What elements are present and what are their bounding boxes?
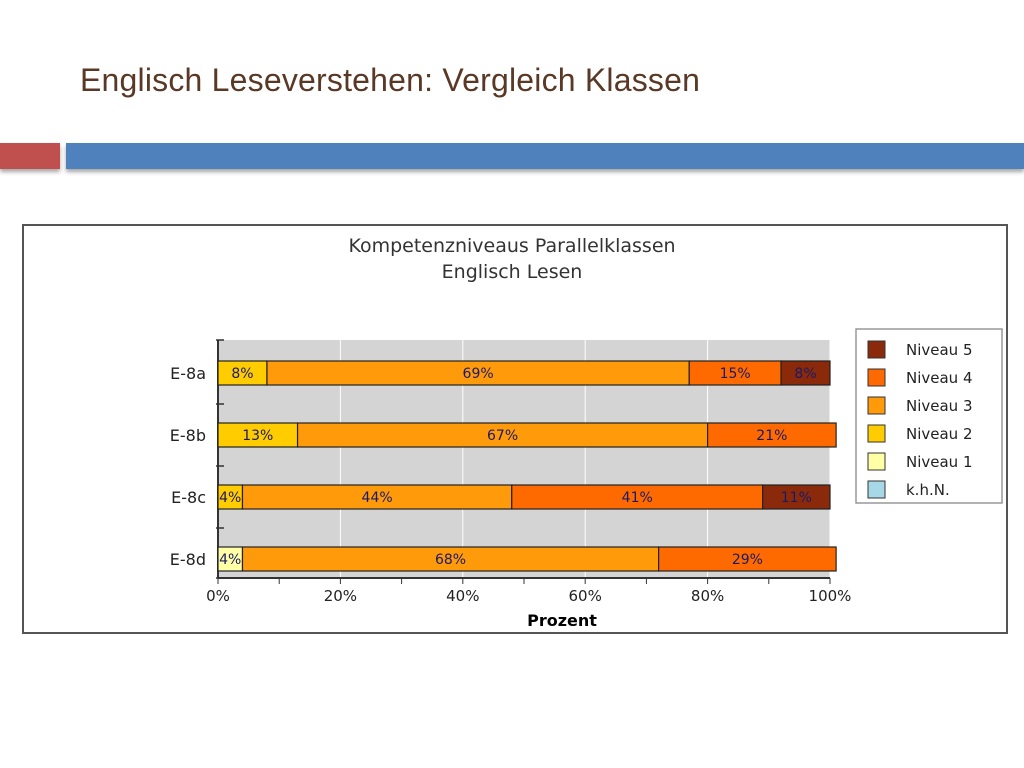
legend-label: Niveau 5 (906, 341, 973, 359)
data-label: 13% (242, 428, 273, 444)
data-label: 8% (794, 366, 816, 382)
data-label: 29% (732, 552, 763, 568)
bar-segment (217, 484, 244, 510)
bar-segment (688, 360, 782, 386)
bar-segment (217, 422, 299, 448)
accent-bar-blue (66, 143, 1024, 169)
category-label: E-8d (170, 550, 206, 569)
bar-segment (241, 546, 660, 572)
legend-label: Niveau 3 (906, 397, 973, 415)
bar-segment (511, 484, 764, 510)
x-tick-label: 20% (324, 587, 357, 605)
data-label: 8% (231, 366, 253, 382)
legend-label: Niveau 2 (906, 425, 973, 443)
bar-segment (241, 484, 513, 510)
data-label: 69% (463, 366, 494, 382)
bar-segment (706, 422, 837, 448)
legend-swatch (867, 452, 886, 471)
legend-label: k.h.N. (906, 481, 950, 499)
x-tick-label: 40% (446, 587, 479, 605)
x-tick-label: 60% (569, 587, 602, 605)
legend-label: Niveau 1 (906, 453, 973, 471)
legend-label: Niveau 4 (906, 369, 973, 387)
legend-swatch (867, 424, 886, 443)
chart-subtitle: Englisch Lesen (442, 261, 583, 283)
data-label: 44% (362, 490, 393, 506)
data-label: 68% (435, 552, 466, 568)
plot-area: 0% 20% 40% 60% 80% 100% E-8a E-8b E-8c E-8d 8% 69% 1… (170, 339, 852, 605)
chart-title: Kompetenzniveaus Parallelklassen (348, 235, 675, 257)
bar-segment (780, 360, 831, 386)
data-label: 11% (781, 490, 812, 506)
bar-segment (658, 546, 837, 572)
data-label: 15% (720, 366, 751, 382)
chart: Kompetenzniveaus Parallelklassen Englisc… (170, 235, 1003, 630)
data-label: 4% (219, 552, 241, 568)
x-tick-label: 100% (809, 587, 852, 605)
data-label: 67% (487, 428, 518, 444)
legend-swatch (867, 480, 886, 499)
legend: Niveau 5 Niveau 4 Niveau 3 Niveau 2 Niveau 1… (855, 328, 1003, 504)
legend-swatch (867, 368, 886, 387)
x-tick-label: 0% (206, 587, 230, 605)
category-label: E-8c (171, 488, 206, 507)
data-label: 41% (622, 490, 653, 506)
chart-frame: Kompetenzniveaus Parallelklassen Englisc… (22, 224, 1008, 634)
x-tick-label: 80% (691, 587, 724, 605)
slide-title: Englisch Leseverstehen: Vergleich Klasse… (80, 62, 701, 98)
legend-swatch (867, 396, 886, 415)
data-label: 21% (756, 428, 787, 444)
x-axis-label: Prozent (527, 611, 597, 630)
legend-swatch (867, 340, 886, 359)
data-label: 4% (219, 490, 241, 506)
category-label: E-8b (170, 426, 206, 445)
accent-bar-red (0, 143, 60, 169)
category-label: E-8a (170, 364, 206, 383)
bar-segment (762, 484, 831, 510)
bar-segment (217, 546, 244, 572)
